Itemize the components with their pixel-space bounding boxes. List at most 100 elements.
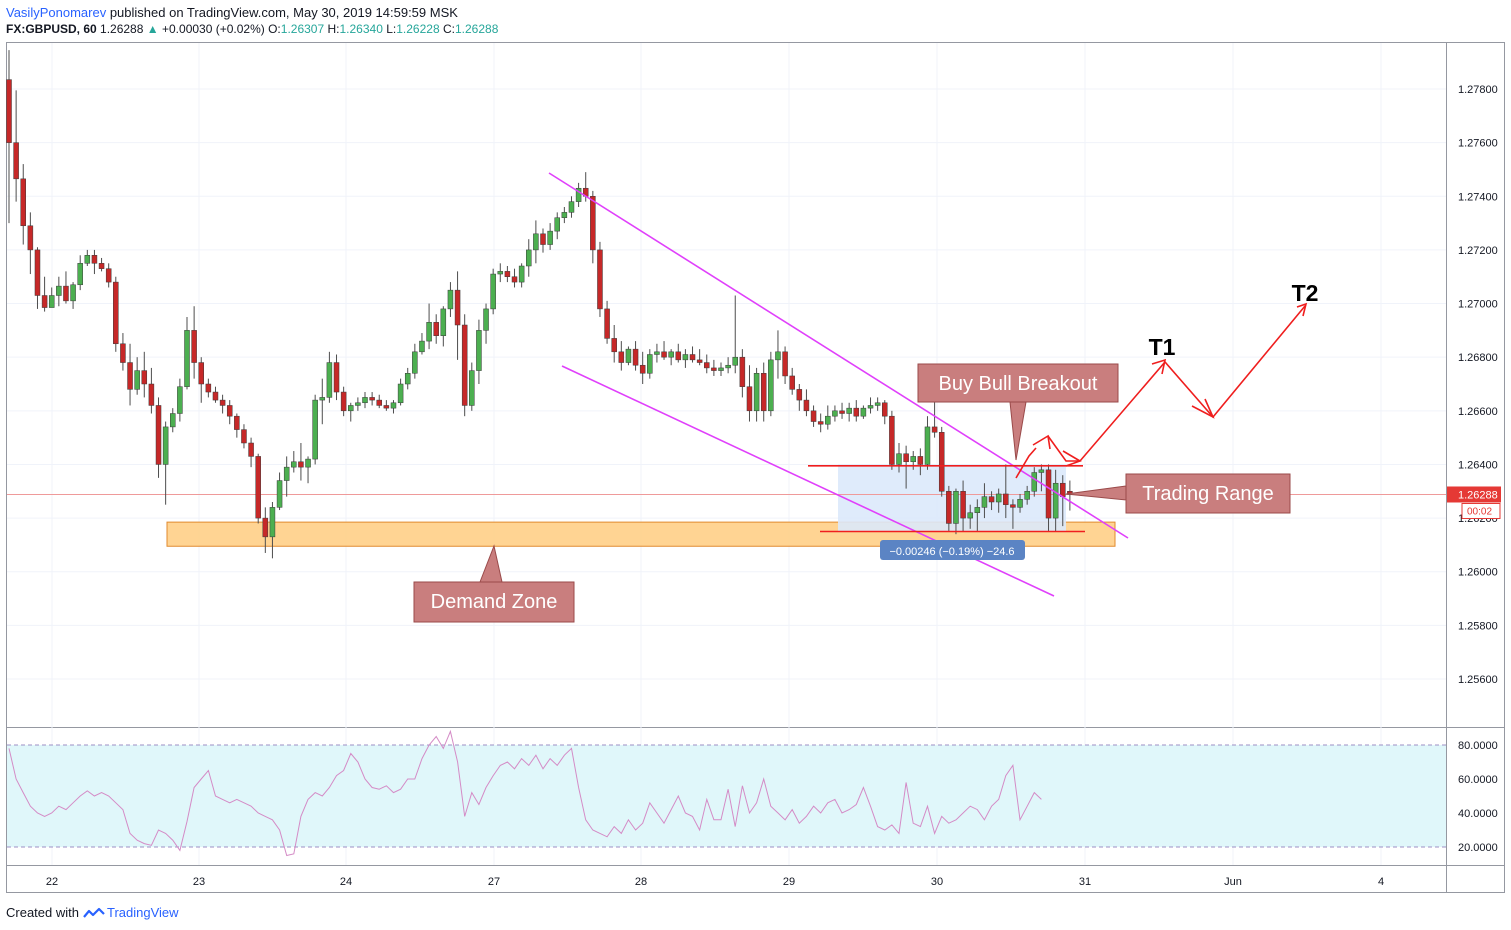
candle: [704, 354, 710, 374]
candle-body: [931, 426, 938, 433]
candle: [924, 416, 931, 470]
candle-body: [718, 367, 724, 371]
callout-label: Trading Range: [1142, 483, 1274, 505]
candle: [404, 367, 411, 390]
candle: [248, 437, 254, 468]
candle: [853, 400, 860, 422]
candle: [461, 314, 468, 417]
time-tick-label: 29: [783, 876, 795, 888]
candle-body: [590, 196, 596, 251]
candle: [48, 287, 55, 308]
candle-body: [91, 255, 98, 264]
demand-zone-callout: Demand Zone: [413, 544, 575, 623]
candle: [981, 483, 988, 519]
candle: [226, 400, 233, 425]
callout-box: [917, 363, 1119, 461]
candle-body: [1060, 482, 1066, 497]
candle-body: [454, 289, 461, 326]
candle: [148, 367, 155, 414]
candle-body: [440, 308, 447, 336]
candle-body: [497, 271, 504, 275]
candle: [839, 402, 845, 419]
candle-body: [967, 512, 973, 519]
candle-body: [340, 391, 347, 412]
candle-body: [326, 362, 333, 398]
open-label: O:: [268, 22, 281, 36]
price-tick-label: 1.27400: [1458, 191, 1498, 203]
candle-body: [461, 324, 468, 406]
time-tick-label: 22: [46, 876, 58, 888]
candle: [1031, 467, 1038, 497]
candle: [212, 386, 219, 403]
candle-body: [896, 453, 902, 465]
candle: [746, 365, 753, 422]
measure-text: −0.00246 (−0.19%) −24.6: [889, 546, 1014, 558]
candle: [867, 397, 874, 414]
target1-label: T1: [1149, 334, 1176, 360]
candle: [988, 491, 995, 511]
candle: [760, 362, 767, 422]
price-tick-label: 1.26800: [1458, 352, 1498, 364]
candle-body: [127, 362, 133, 390]
candle: [162, 421, 169, 505]
candle-body: [540, 233, 546, 245]
rsi-line: [8, 729, 1042, 857]
candle: [41, 276, 48, 312]
candle: [639, 351, 646, 384]
candle-body: [796, 389, 803, 401]
candle-body: [105, 268, 112, 283]
candle-body: [597, 249, 603, 310]
candle: [796, 384, 803, 411]
candle-body: [291, 461, 297, 468]
candle: [882, 400, 888, 425]
candle-body: [917, 456, 924, 465]
candle-body: [476, 330, 482, 371]
countdown-text: 00:02: [1467, 506, 1492, 517]
author-link[interactable]: VasilyPonomarev: [6, 5, 107, 20]
candle-body: [212, 391, 219, 401]
candle-body: [490, 273, 496, 310]
tradingview-brand[interactable]: TradingView: [106, 905, 179, 920]
countdown-tag: 00:02: [1461, 502, 1501, 519]
created-with-text: Created with: [6, 905, 79, 920]
price-tick-label: 1.25600: [1458, 674, 1498, 686]
candle-body: [276, 480, 283, 508]
candle-body: [639, 364, 646, 374]
candle-body: [198, 362, 204, 385]
candle-body: [647, 354, 653, 374]
candle-body: [1045, 469, 1052, 519]
drawings: Demand Zone Buy Bull Breakout Trading Rang…: [413, 172, 1318, 623]
candle-body: [746, 386, 753, 412]
price-tick-label: 1.27800: [1458, 84, 1498, 96]
candle: [141, 351, 148, 398]
candle: [369, 392, 375, 406]
candle: [497, 263, 504, 283]
candle-body: [561, 212, 568, 218]
candle-body: [13, 142, 19, 180]
candle: [611, 325, 617, 363]
candle: [689, 346, 696, 363]
candle-body: [632, 348, 639, 366]
candle: [696, 349, 703, 366]
candle: [219, 394, 226, 414]
candle: [782, 346, 788, 384]
candle: [668, 349, 674, 366]
candle-body: [882, 402, 888, 417]
up-arrow-icon: ▲: [146, 22, 159, 36]
candle: [917, 448, 924, 476]
candle-body: [889, 415, 895, 465]
candle-body: [177, 386, 183, 414]
target1-arrowhead: [1151, 358, 1167, 375]
candle-body: [832, 410, 838, 417]
candle: [419, 333, 425, 355]
candle-body: [1003, 493, 1009, 505]
candle: [440, 306, 447, 347]
candle-body: [184, 330, 190, 387]
candle-body: [654, 351, 660, 355]
candle: [789, 367, 795, 395]
candle: [618, 341, 625, 371]
candle-body: [483, 308, 489, 331]
candle-body: [867, 405, 874, 409]
last-price-tag: 1.26288: [1447, 486, 1501, 503]
